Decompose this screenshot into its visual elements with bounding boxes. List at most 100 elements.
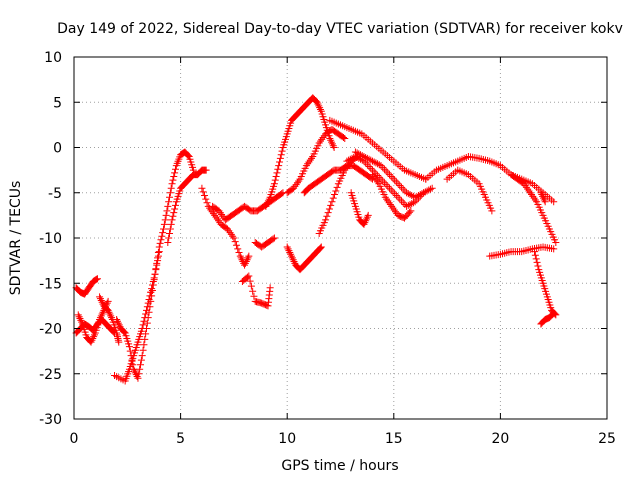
data-point: [120, 328, 128, 336]
data-point: [415, 191, 423, 199]
chart-title: Day 149 of 2022, Sidereal Day-to-day VTE…: [57, 21, 623, 37]
data-point: [406, 208, 414, 216]
data-point: [145, 296, 153, 304]
data-point: [184, 152, 192, 160]
data-point: [159, 229, 167, 237]
data-point: [407, 207, 415, 215]
data-point: [313, 98, 321, 106]
data-point: [285, 247, 293, 255]
data-point: [403, 202, 411, 210]
data-point: [166, 189, 174, 197]
data-point: [143, 319, 151, 327]
data-point: [394, 193, 402, 201]
data-point: [158, 232, 166, 240]
data-point: [548, 311, 556, 319]
data-point: [171, 201, 179, 209]
data-point: [275, 162, 283, 170]
data-point: [119, 327, 127, 335]
data-point: [370, 158, 378, 166]
data-point: [96, 293, 104, 301]
series-s25: [486, 243, 558, 260]
series-s9: [198, 184, 253, 269]
data-point: [224, 225, 232, 233]
data-point: [392, 178, 400, 186]
data-point: [215, 217, 223, 225]
series-s23: [422, 153, 558, 206]
data-point: [135, 370, 143, 378]
data-point: [272, 172, 280, 180]
data-point: [229, 232, 237, 240]
data-point: [202, 166, 210, 174]
data-point: [134, 374, 142, 382]
x-axis-label: GPS time / hours: [281, 458, 398, 474]
data-point: [269, 235, 277, 243]
data-point: [428, 184, 436, 192]
data-point: [160, 225, 168, 233]
data-point: [262, 202, 270, 210]
y-axis-label: SDTVAR / TECUs: [8, 181, 24, 296]
data-point: [114, 319, 122, 327]
x-tick-label: 0: [70, 431, 79, 447]
y-tick-label: 5: [53, 95, 62, 111]
data-point: [113, 315, 121, 323]
data-point: [244, 254, 252, 262]
series-s15: [283, 125, 349, 197]
data-point: [413, 192, 421, 200]
data-point: [389, 188, 397, 196]
data-point: [235, 248, 243, 256]
data-point: [113, 317, 121, 325]
data-point: [162, 211, 170, 219]
data-point: [292, 181, 300, 189]
data-point: [420, 189, 428, 197]
series-s21: [351, 148, 436, 201]
data-point: [106, 310, 114, 318]
data-point: [365, 163, 373, 171]
data-point: [232, 241, 240, 249]
data-point: [423, 187, 431, 195]
data-point: [540, 196, 548, 204]
data-point: [388, 202, 396, 210]
data-point: [363, 213, 371, 221]
data-point: [331, 191, 339, 199]
data-point: [105, 308, 113, 316]
data-point: [539, 194, 547, 202]
data-point: [525, 187, 533, 195]
data-point: [136, 365, 144, 373]
data-point: [153, 259, 161, 267]
data-point: [166, 229, 174, 237]
data-point: [167, 184, 175, 192]
data-point: [550, 245, 558, 253]
data-point: [278, 147, 286, 155]
data-point: [131, 369, 139, 377]
series-s2: [72, 275, 101, 298]
data-point: [392, 208, 400, 216]
data-point: [75, 313, 83, 321]
data-point: [166, 193, 174, 201]
series-s4: [96, 293, 123, 346]
data-point: [374, 160, 382, 168]
data-point: [530, 194, 538, 202]
series-s27: [531, 248, 560, 319]
data-point: [271, 176, 279, 184]
data-point: [404, 190, 412, 198]
series-s11: [238, 272, 274, 310]
data-point: [348, 154, 356, 162]
data-point: [277, 151, 285, 159]
data-point: [225, 227, 233, 235]
data-point: [550, 198, 558, 206]
data-point: [399, 185, 407, 193]
data-point: [372, 176, 380, 184]
data-point: [247, 282, 255, 290]
data-point: [146, 292, 154, 300]
x-tick-label: 15: [385, 431, 403, 447]
data-point: [97, 312, 105, 320]
data-point: [88, 336, 96, 344]
data-point: [333, 183, 341, 191]
data-point: [539, 192, 547, 200]
data-point: [367, 164, 375, 172]
data-point: [418, 190, 426, 198]
data-point: [126, 347, 134, 355]
data-point: [364, 211, 372, 219]
data-point: [263, 201, 271, 209]
